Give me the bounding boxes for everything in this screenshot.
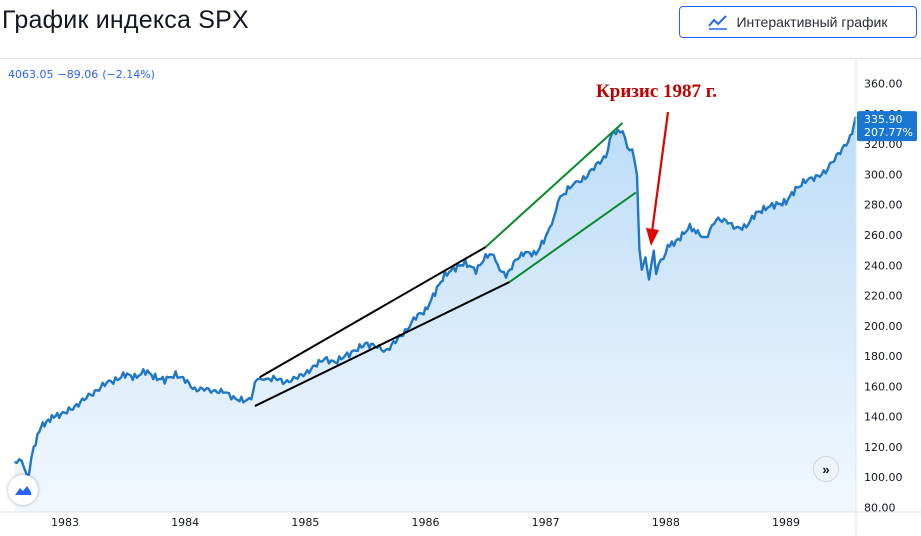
y-tick-label: 300.00 [864,168,903,181]
line-chart-icon [708,15,728,30]
y-tick-label: 200.00 [864,320,903,333]
y-tick-label: 100.00 [864,471,903,484]
y-tick-label: 80.00 [864,502,896,515]
crisis-arrow-shaft [650,111,670,233]
quote-change-pct: (−2.14%) [102,68,155,81]
price-tag-value: 335.90 [864,113,903,126]
channel-upper-black [259,246,487,379]
x-tick-label: 1983 [51,516,79,529]
price-area [14,116,856,513]
y-tick-label: 120.00 [864,441,903,454]
y-tick-label: 260.00 [864,229,903,242]
channel-upper-green [484,122,624,248]
channel-lower-black [254,281,511,407]
y-tick-label: 140.00 [864,411,903,424]
quote-price: 4063.05 [8,68,54,81]
x-tick-label: 1987 [532,516,560,529]
quote-change: −89.06 [57,68,99,81]
x-tick-label: 1985 [291,516,319,529]
chart-frame [0,58,921,536]
y-tick-label: 280.00 [864,199,903,212]
y-tick-label: 180.00 [864,350,903,363]
x-tick-label: 1988 [652,516,680,529]
price-line [14,116,857,476]
y-tick-label: 240.00 [864,259,903,272]
tradingview-logo-icon [15,486,31,495]
scroll-right-button[interactable]: » [813,456,839,482]
interactive-chart-button-label: Интерактивный график [736,14,888,30]
y-tick-label: 360.00 [864,78,903,91]
price-tag-box [857,111,917,142]
y-tick-label: 320.00 [864,138,903,151]
crisis-arrow-head [646,228,659,246]
price-tag-pct: 207.77% [864,126,913,139]
crisis-annotation: Кризис 1987 г. [596,81,717,102]
x-tick-label: 1989 [772,516,800,529]
page-title: График индекса SPX [2,6,249,34]
interactive-chart-button[interactable]: Интерактивный график [679,6,917,38]
channel-lower-green [509,191,637,283]
double-chevron-right-icon: » [822,461,830,477]
quote-line: 4063.05 −89.06 (−2.14%) [8,68,159,81]
tradingview-logo[interactable] [8,475,38,505]
x-tick-label: 1986 [412,516,440,529]
x-tick-label: 1984 [171,516,199,529]
y-tick-label: 160.00 [864,380,903,393]
y-tick-label: 220.00 [864,290,903,303]
